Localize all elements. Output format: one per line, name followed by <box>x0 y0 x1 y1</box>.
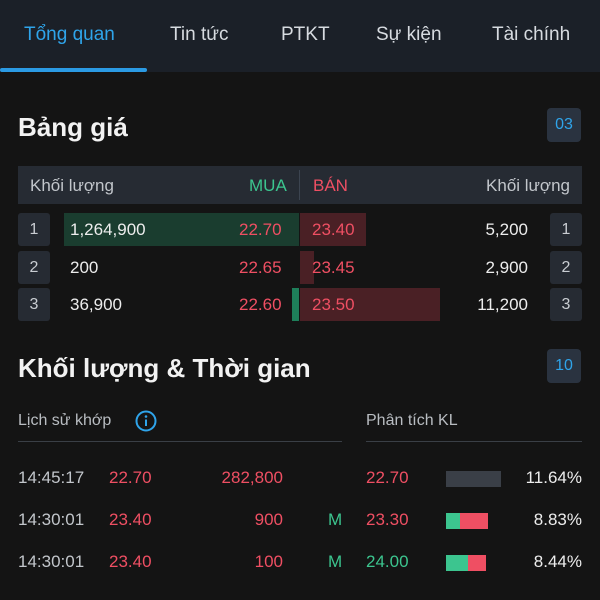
trade-price: 23.40 <box>109 552 152 571</box>
sell-level-index: 3 <box>550 288 582 321</box>
sell-volume: 11,200 <box>477 295 528 314</box>
trade-time: 14:30:01 <box>18 510 85 529</box>
buy-volume: 36,900 <box>70 295 122 314</box>
sell-volume: 2,900 <box>485 258 528 277</box>
buy-price[interactable]: 22.65 <box>239 258 282 277</box>
buy-level-index: 2 <box>18 251 50 284</box>
price-board-levels-button[interactable]: 03 <box>547 108 581 142</box>
trade-row: 14:45:17 22.70 282,800 22.70 11.64% <box>0 464 600 494</box>
sell-volume-bar <box>300 251 314 284</box>
price-board-row: 1 1,264,900 22.70 23.40 5,200 1 <box>18 213 582 246</box>
tab-overview[interactable]: Tổng quan <box>24 24 115 45</box>
analysis-divider <box>366 441 582 442</box>
trade-volume: 900 <box>254 510 283 529</box>
volume-analysis-label: Phân tích KL <box>366 412 458 429</box>
analysis-price: 24.00 <box>366 552 409 571</box>
sell-price[interactable]: 23.45 <box>312 258 355 277</box>
tab-bar: Tổng quan Tin tức PTKT Sự kiện Tài chính <box>0 0 600 72</box>
info-icon[interactable] <box>135 410 157 432</box>
tab-events[interactable]: Sự kiện <box>376 24 442 45</box>
trade-volume: 100 <box>254 552 283 571</box>
buy-level-index: 1 <box>18 213 50 246</box>
analysis-volume-bar <box>446 555 486 571</box>
sell-level-index: 2 <box>550 251 582 284</box>
trade-price: 23.40 <box>109 510 152 529</box>
trade-time: 14:45:17 <box>18 468 85 487</box>
match-history-label: Lịch sử khớp <box>18 412 112 429</box>
buy-volume: 200 <box>70 258 99 277</box>
buy-level-index: 3 <box>18 288 50 321</box>
buy-volume-bar <box>292 288 299 321</box>
analysis-price: 22.70 <box>366 468 409 487</box>
sell-volume-bar <box>300 288 440 321</box>
sell-price[interactable]: 23.40 <box>312 220 355 239</box>
tab-news[interactable]: Tin tức <box>170 24 229 45</box>
sell-volume-bar <box>300 213 366 246</box>
sell-volume-header: Khối lượng <box>486 176 570 195</box>
trade-volume: 282,800 <box>221 468 283 487</box>
trade-time: 14:30:01 <box>18 552 85 571</box>
active-tab-indicator <box>0 68 147 72</box>
buy-header: MUA <box>249 176 287 195</box>
analysis-percent: 8.83% <box>533 510 582 529</box>
sell-volume: 5,200 <box>485 220 528 239</box>
price-board-row: 2 200 22.65 23.45 2,900 2 <box>18 251 582 284</box>
trade-side: M <box>328 552 343 571</box>
tab-finance[interactable]: Tài chính <box>492 24 571 45</box>
header-divider <box>299 170 300 200</box>
buy-price[interactable]: 22.70 <box>239 220 282 239</box>
analysis-price: 23.30 <box>366 510 409 529</box>
analysis-percent: 11.64% <box>525 468 582 487</box>
buy-price[interactable]: 22.60 <box>239 295 282 314</box>
trade-row: 14:30:01 23.40 100 M 24.00 8.44% <box>0 548 600 578</box>
sell-header: BÁN <box>313 176 348 195</box>
tab-technical[interactable]: PTKT <box>281 24 330 45</box>
analysis-volume-bar <box>446 513 488 529</box>
analysis-percent: 8.44% <box>533 552 582 571</box>
price-board-title: Bảng giá <box>18 112 128 142</box>
volume-time-count-button[interactable]: 10 <box>547 349 581 383</box>
buy-volume-header: Khối lượng <box>30 176 114 195</box>
sell-price[interactable]: 23.50 <box>312 295 355 314</box>
trade-price: 22.70 <box>109 468 152 487</box>
price-board-header: Khối lượng MUA BÁN Khối lượng <box>18 166 582 204</box>
buy-volume: 1,264,900 <box>70 220 146 239</box>
volume-time-title: Khối lượng & Thời gian <box>18 353 311 383</box>
buy-volume-bar <box>64 213 299 246</box>
sell-level-index: 1 <box>550 213 582 246</box>
trade-side: M <box>328 510 343 529</box>
trade-row: 14:30:01 23.40 900 M 23.30 8.83% <box>0 506 600 536</box>
history-divider <box>18 441 342 442</box>
analysis-volume-bar <box>446 471 501 487</box>
price-board-row: 3 36,900 22.60 23.50 11,200 3 <box>18 288 582 321</box>
